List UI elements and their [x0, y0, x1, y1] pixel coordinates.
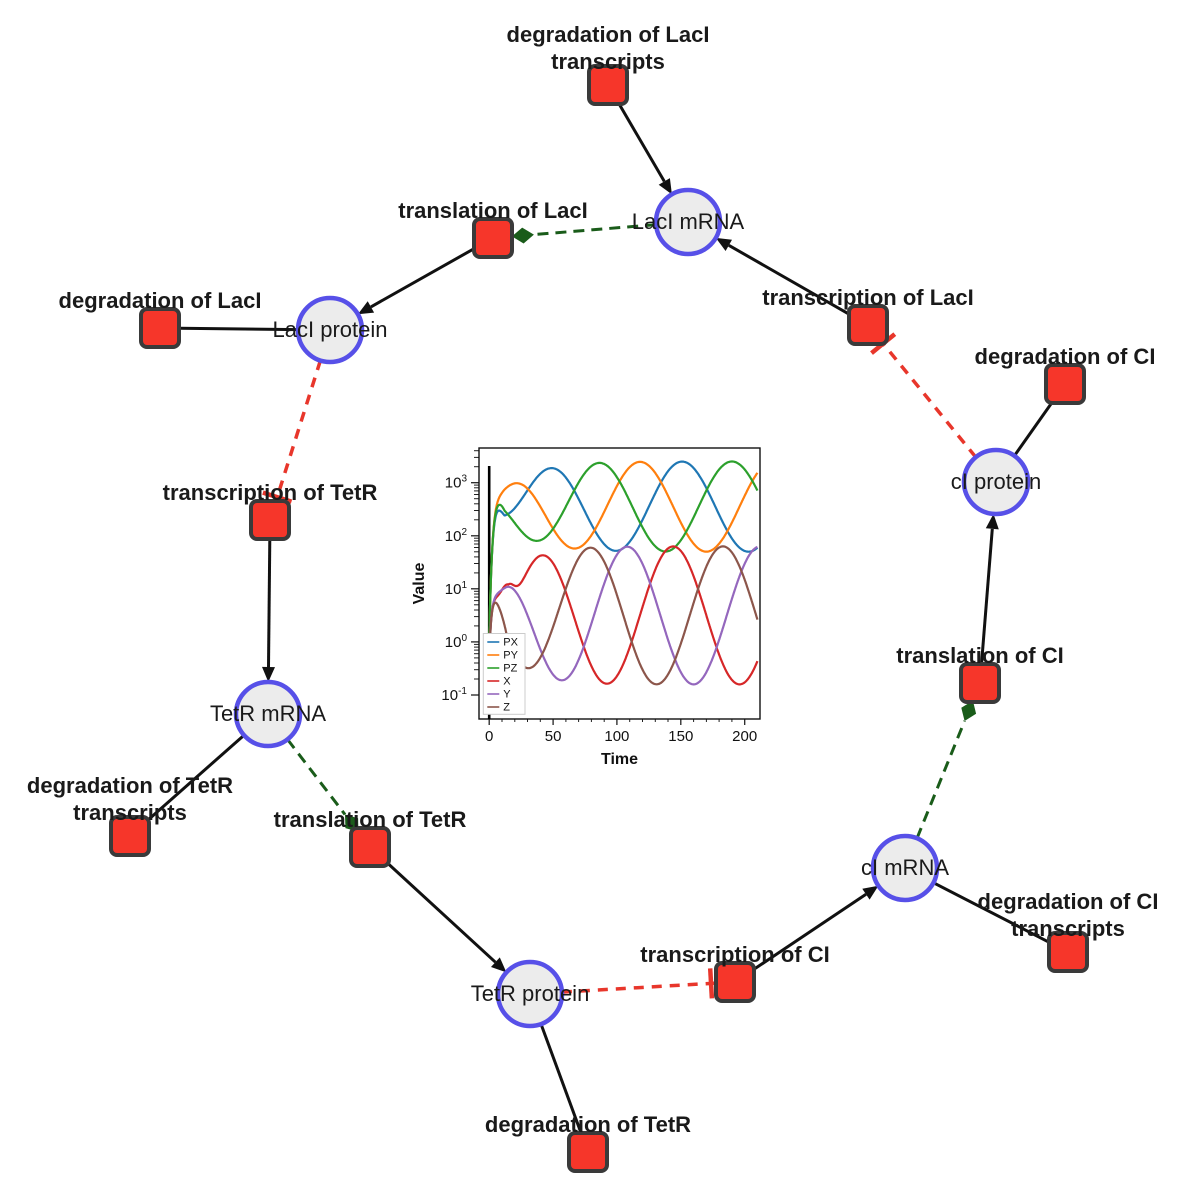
- svg-text:50: 50: [545, 728, 562, 745]
- svg-text:transcription of LacI: transcription of LacI: [762, 285, 973, 310]
- svg-text:X: X: [503, 676, 511, 688]
- svg-text:LacI mRNA: LacI mRNA: [632, 209, 745, 234]
- svg-text:translation of TetR: translation of TetR: [274, 807, 467, 832]
- svg-text:degradation of LacI: degradation of LacI: [507, 22, 710, 47]
- svg-text:PY: PY: [503, 650, 518, 662]
- svg-text:PX: PX: [503, 637, 518, 649]
- svg-text:degradation of LacI: degradation of LacI: [59, 288, 262, 313]
- svg-text:TetR mRNA: TetR mRNA: [210, 701, 326, 726]
- svg-text:100: 100: [604, 728, 629, 745]
- svg-text:degradation of CI: degradation of CI: [975, 344, 1156, 369]
- svg-text:transcription of TetR: transcription of TetR: [163, 480, 378, 505]
- svg-text:translation of LacI: translation of LacI: [398, 198, 587, 223]
- svg-text:0: 0: [485, 728, 493, 745]
- svg-text:TetR protein: TetR protein: [471, 981, 590, 1006]
- svg-text:PZ: PZ: [503, 663, 517, 675]
- svg-text:Y: Y: [503, 689, 511, 701]
- svg-text:degradation of CI: degradation of CI: [978, 889, 1159, 914]
- svg-text:100: 100: [445, 633, 468, 651]
- svg-text:150: 150: [668, 728, 693, 745]
- svg-text:transcripts: transcripts: [1011, 916, 1125, 941]
- svg-text:degradation of TetR: degradation of TetR: [27, 773, 233, 798]
- svg-text:103: 103: [445, 474, 468, 492]
- svg-text:cI mRNA: cI mRNA: [861, 855, 949, 880]
- svg-text:transcription of CI: transcription of CI: [640, 942, 829, 967]
- svg-text:Z: Z: [503, 702, 510, 714]
- svg-text:Time: Time: [601, 751, 638, 768]
- svg-text:Value: Value: [411, 563, 428, 605]
- svg-text:degradation of TetR: degradation of TetR: [485, 1112, 691, 1137]
- svg-text:LacI protein: LacI protein: [273, 317, 388, 342]
- svg-text:200: 200: [732, 728, 757, 745]
- svg-text:transcripts: transcripts: [73, 800, 187, 825]
- svg-text:transcripts: transcripts: [551, 49, 665, 74]
- svg-text:translation of CI: translation of CI: [896, 643, 1063, 668]
- svg-text:cI protein: cI protein: [951, 469, 1042, 494]
- svg-text:10-1: 10-1: [441, 686, 467, 704]
- svg-text:102: 102: [445, 527, 468, 545]
- svg-text:101: 101: [445, 580, 468, 598]
